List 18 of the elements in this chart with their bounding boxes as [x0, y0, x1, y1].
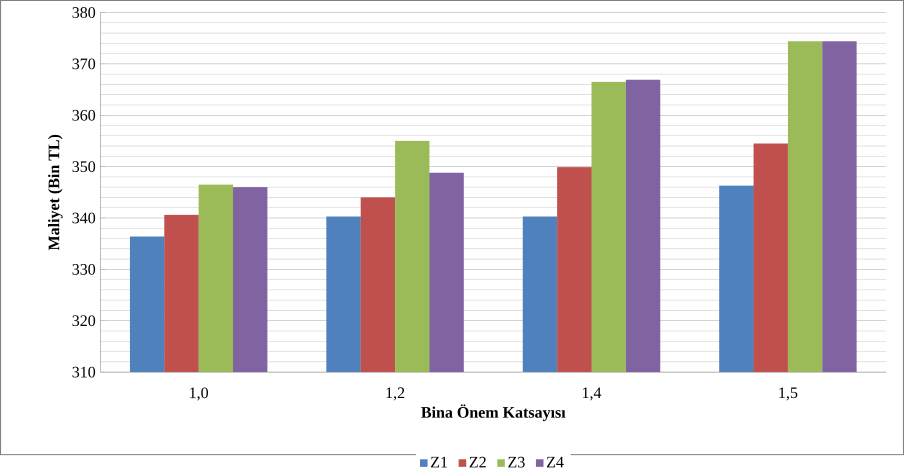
- y-tick-label: 370: [72, 58, 96, 70]
- y-axis-title: Maliyet (Bin TL): [48, 135, 63, 250]
- legend-label: Z1: [431, 456, 448, 468]
- y-tick-label: 380: [72, 7, 96, 18]
- y-tick-label: 330: [72, 264, 96, 275]
- x-tick-label: 1,0: [190, 388, 208, 401]
- legend-label: Z3: [508, 456, 525, 468]
- y-tick-label: 360: [72, 110, 96, 121]
- x-axis-title: Bina Önem Katsayısı: [421, 404, 566, 422]
- x-tick-label: 1,4: [582, 388, 602, 401]
- y-tick-label: 340: [72, 212, 96, 224]
- x-tick-label: 1,2: [386, 388, 404, 401]
- y-tick-label: 350: [72, 161, 96, 172]
- legend-label: Z2: [470, 456, 486, 468]
- y-tick-label: 320: [72, 315, 96, 326]
- x-tick-label: 1,5: [779, 388, 798, 401]
- legend-label: Z4: [546, 456, 564, 468]
- y-tick-label: 310: [72, 366, 96, 378]
